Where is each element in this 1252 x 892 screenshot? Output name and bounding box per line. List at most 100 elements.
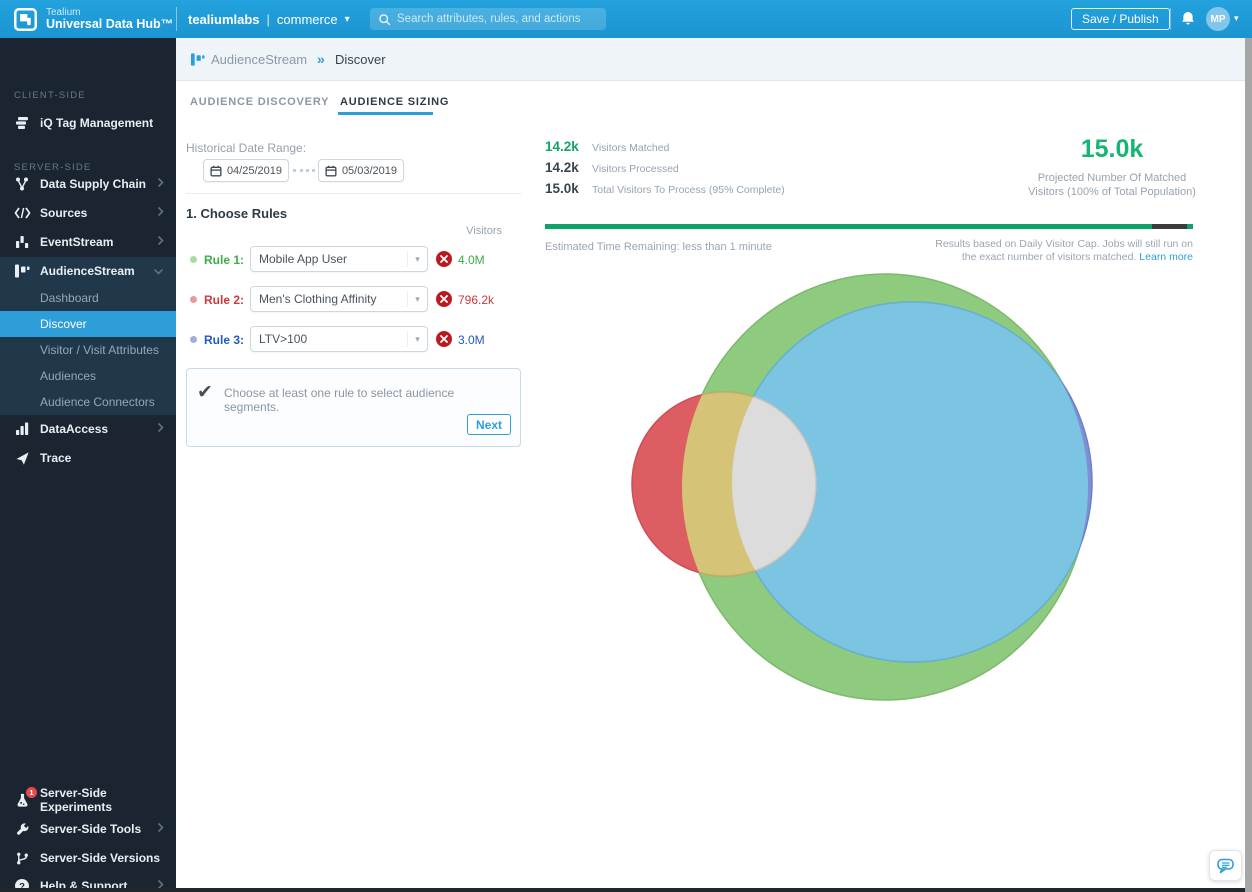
sidebar-item-trace[interactable]: Trace (0, 444, 176, 472)
notice-text: Choose at least one rule to select audie… (224, 386, 455, 414)
notification-badge: 1 (26, 787, 37, 798)
sidebar-item-label: Dashboard (40, 291, 99, 305)
sidebar-item-discover[interactable]: Discover (0, 311, 176, 337)
sidebar-item-server-side-versions[interactable]: Server-Side Versions (0, 844, 176, 872)
rule3-label: Rule 3: (204, 333, 245, 347)
rule2-label: Rule 2: (204, 293, 245, 307)
save-publish-button[interactable]: Save / Publish (1071, 8, 1170, 30)
sidebar-item-server-side-experiments[interactable]: 1 Server-Side Experiments (0, 786, 176, 814)
breadcrumb (176, 38, 1252, 81)
date-to-value: 05/03/2019 (341, 164, 397, 177)
tab-audience-discovery[interactable]: AUDIENCE DISCOVERY (190, 96, 330, 108)
eventstream-icon (13, 234, 31, 250)
rule2-remove-button[interactable] (436, 291, 452, 307)
rule2-visitor-count: 796.2k (458, 293, 495, 307)
tealium-logo-icon (14, 7, 37, 31)
total-visitors-label: Total Visitors To Process (95% Complete) (592, 184, 785, 196)
rule3-select-value: LTV>100 (259, 332, 308, 346)
date-range-label: Historical Date Range: (186, 141, 307, 155)
notifications-bell-icon[interactable] (1180, 10, 1196, 32)
chevron-right-icon (157, 822, 164, 836)
visitor-cap-note: Results based on Daily Visitor Cap. Jobs… (923, 238, 1193, 264)
vertical-scrollbar[interactable] (1245, 38, 1252, 892)
date-to-input[interactable]: 05/03/2019 (318, 159, 404, 182)
sidebar-item-label: Audiences (40, 369, 97, 383)
sidebar-item-label: Audience Connectors (40, 395, 155, 409)
audiencestream-icon (190, 52, 205, 72)
product-name: Universal Data Hub™ (46, 17, 174, 31)
sidebar-item-audiences[interactable]: Audiences (0, 363, 176, 389)
experiments-flask-icon: 1 (13, 787, 37, 808)
progress-end-cap (1187, 224, 1193, 229)
top-bar: Tealium Universal Data Hub™ tealiumlabs … (0, 0, 1252, 38)
chevron-down-icon (153, 264, 164, 278)
search-input[interactable] (397, 13, 598, 25)
tab-audience-sizing[interactable]: AUDIENCE SIZING (340, 96, 450, 108)
chevron-right-icon (157, 235, 164, 249)
rules-notice-box: ✔ Choose at least one rule to select aud… (186, 368, 521, 447)
client-side-section-label: CLIENT-SIDE (14, 90, 86, 101)
progress-remaining-segment (1152, 224, 1187, 229)
topbar-right-divider (1170, 8, 1171, 30)
visitors-matched-value: 14.2k (545, 139, 579, 154)
avatar-chevron-down-icon[interactable]: ▾ (1234, 13, 1239, 23)
sidebar-item-label: Server-Side Tools (40, 822, 142, 836)
rule2-select[interactable]: Men's Clothing Affinity ▾ (250, 286, 428, 312)
choose-rules-title: 1. Choose Rules (186, 206, 288, 221)
sidebar-item-server-side-tools[interactable]: Server-Side Tools (0, 815, 176, 843)
visitors-processed-label: Visitors Processed (592, 163, 679, 175)
sidebar-item-audiencestream[interactable]: AudienceStream (0, 257, 176, 285)
sidebar-item-label: EventStream (40, 235, 114, 249)
tools-wrench-icon (13, 821, 31, 837)
avatar[interactable]: MP (1206, 7, 1230, 31)
learn-more-link[interactable]: Learn more (1139, 251, 1193, 263)
sidebar-item-label: Sources (40, 206, 88, 220)
live-chat-button[interactable] (1209, 850, 1242, 881)
svg-text:?: ? (19, 881, 25, 892)
sidebar-item-sources[interactable]: Sources (0, 199, 176, 227)
chevron-down-icon: ▾ (407, 251, 427, 267)
sidebar-item-label: Discover (40, 317, 87, 331)
server-side-section-label: SERVER-SIDE (14, 162, 92, 173)
sidebar-item-label: DataAccess (40, 422, 109, 436)
breadcrumb-parent[interactable]: AudienceStream (211, 52, 308, 67)
iq-tag-management-icon (13, 115, 31, 131)
rule2-color-dot (190, 296, 197, 303)
visitors-processed-value: 14.2k (545, 160, 579, 175)
sidebar-item-dataaccess[interactable]: DataAccess (0, 415, 176, 443)
sidebar-item-audience-connectors[interactable]: Audience Connectors (0, 389, 176, 415)
rule2-select-value: Men's Clothing Affinity (259, 292, 377, 306)
rule3-select[interactable]: LTV>100 ▾ (250, 326, 428, 352)
progress-complete-segment (545, 224, 1152, 229)
window-bottom-edge (0, 888, 1245, 892)
chevron-right-icon (157, 422, 164, 436)
rule-row-1: Rule 1: Mobile App User ▾ 4.0M (0, 246, 521, 272)
chevron-down-icon: ▾ (407, 331, 427, 347)
account-switcher[interactable]: tealiumlabs | commerce ▾ (188, 0, 350, 38)
sidebar-item-dashboard[interactable]: Dashboard (0, 285, 176, 311)
account-name: tealiumlabs (188, 11, 260, 27)
active-tab-underline (338, 112, 433, 115)
date-from-input[interactable]: 04/25/2019 (203, 159, 289, 182)
sidebar-item-visitor-visit-attributes[interactable]: Visitor / Visit Attributes (0, 337, 176, 363)
check-icon: ✔ (197, 382, 213, 403)
next-button[interactable]: Next (466, 414, 511, 435)
account-separator: | (266, 11, 270, 27)
cap-note-text: Results based on Daily Visitor Cap. Jobs… (935, 238, 1193, 263)
rule3-remove-button[interactable] (436, 331, 452, 347)
sidebar-item-eventstream[interactable]: EventStream (0, 228, 176, 256)
sidebar-item-data-supply-chain[interactable]: Data Supply Chain (0, 170, 176, 198)
breadcrumb-separator-icon: » (317, 51, 325, 67)
data-supply-chain-icon (13, 176, 31, 192)
venn-overlap-red-green-blue (732, 391, 817, 577)
rule1-select[interactable]: Mobile App User ▾ (250, 246, 428, 272)
sidebar-item-label: Trace (40, 451, 72, 465)
versions-branch-icon (13, 850, 31, 866)
rule-row-3: Rule 3: LTV>100 ▾ 3.0M (0, 326, 521, 352)
chevron-right-icon (157, 879, 164, 892)
rule1-color-dot (190, 256, 197, 263)
sidebar-item-iq-tag-management[interactable]: iQ Tag Management (0, 109, 176, 137)
venn-diagram (631, 273, 1093, 701)
rule1-remove-button[interactable] (436, 251, 452, 267)
